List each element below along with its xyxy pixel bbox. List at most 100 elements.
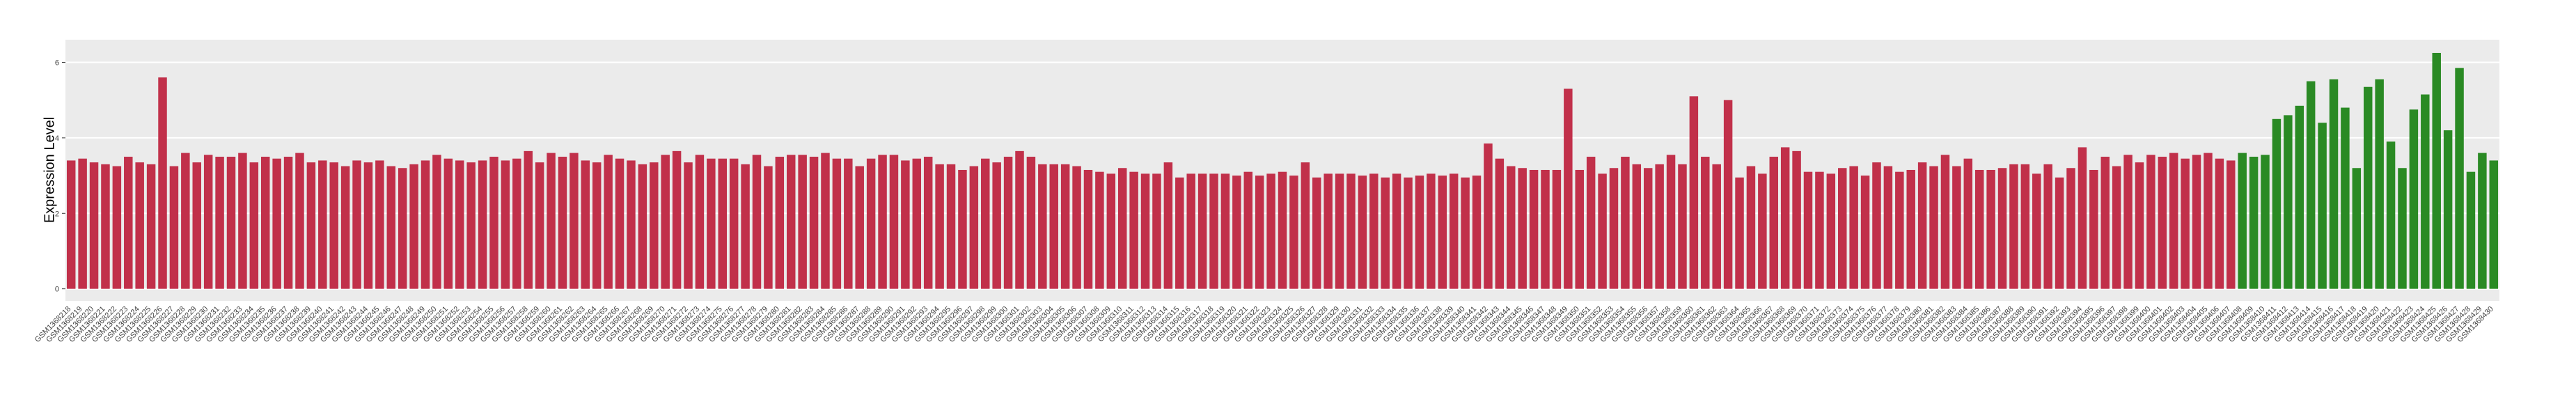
- bar: [352, 160, 361, 289]
- bar: [1312, 177, 1321, 289]
- bar: [329, 162, 338, 289]
- bar: [489, 156, 498, 289]
- bar: [798, 155, 807, 289]
- bar: [981, 158, 990, 289]
- bar: [238, 153, 247, 289]
- bar: [2100, 156, 2110, 289]
- bar: [1015, 150, 1024, 289]
- bar: [1232, 176, 1241, 289]
- bar: [2032, 173, 2041, 289]
- bar: [1163, 162, 1173, 289]
- bar: [775, 156, 785, 289]
- bar: [958, 169, 967, 289]
- bar: [1255, 176, 1264, 289]
- bar: [1472, 176, 1482, 289]
- bar: [66, 160, 76, 289]
- bar: [1632, 164, 1642, 289]
- bar: [707, 158, 716, 289]
- bar: [2112, 166, 2121, 289]
- bar: [1838, 168, 1847, 289]
- bar: [478, 160, 487, 289]
- bar: [2432, 52, 2441, 289]
- bar: [592, 162, 602, 289]
- bar: [1438, 176, 1447, 289]
- bar: [2020, 164, 2030, 289]
- bar: [2009, 164, 2018, 289]
- bar: [409, 164, 418, 289]
- bar: [226, 156, 236, 289]
- bar: [1449, 173, 1459, 289]
- bar: [2443, 130, 2453, 289]
- bar: [2089, 169, 2098, 289]
- bar: [2238, 153, 2247, 289]
- bar: [1038, 164, 1047, 289]
- bar: [547, 153, 556, 289]
- bar: [1826, 173, 1836, 289]
- bar: [1689, 96, 1699, 289]
- bar: [318, 160, 327, 289]
- bar: [1404, 177, 1413, 289]
- bar: [935, 164, 944, 289]
- bar: [340, 166, 350, 289]
- bar: [844, 158, 853, 289]
- bar: [1335, 173, 1344, 289]
- bar: [512, 158, 521, 289]
- bar: [1072, 166, 1081, 289]
- bar: [158, 77, 167, 289]
- bar: [1723, 100, 1733, 289]
- bar: [1586, 156, 1596, 289]
- bar: [809, 156, 819, 289]
- bar: [1712, 164, 1721, 289]
- bar: [1917, 162, 1927, 289]
- bar: [2215, 158, 2224, 289]
- bar: [306, 162, 316, 289]
- bar: [1140, 173, 1150, 289]
- bar: [1872, 162, 1881, 289]
- bar: [1575, 169, 1584, 289]
- bar: [215, 156, 224, 289]
- bar: [570, 153, 579, 289]
- bar: [1083, 169, 1093, 289]
- bar: [1427, 173, 1436, 289]
- y-axis-label: Expression Level: [42, 117, 57, 223]
- bar: [421, 160, 430, 289]
- bar: [2352, 168, 2362, 289]
- bar: [1621, 156, 1630, 289]
- bar: [1792, 150, 1801, 289]
- bar: [1940, 155, 1950, 289]
- bar: [604, 155, 613, 289]
- bar: [855, 166, 864, 289]
- bar: [889, 155, 899, 289]
- bar: [2409, 109, 2419, 289]
- bar: [1209, 173, 1218, 289]
- bar: [1952, 166, 1961, 289]
- bar: [1552, 169, 1562, 289]
- bar: [260, 156, 270, 289]
- bar: [1507, 166, 1516, 289]
- bar: [1495, 158, 1505, 289]
- bar: [1701, 156, 1710, 289]
- bar: [1735, 177, 1744, 289]
- bar: [1746, 166, 1756, 289]
- bar: [2078, 147, 2087, 289]
- bar: [1186, 173, 1195, 289]
- bar: [135, 162, 144, 289]
- bar: [741, 164, 750, 289]
- bar: [386, 166, 396, 289]
- y-tick-label: 2: [55, 210, 59, 218]
- bar: [1095, 171, 1104, 289]
- bar: [203, 155, 213, 289]
- bar: [2455, 68, 2464, 289]
- bar: [398, 168, 407, 289]
- bar: [2398, 168, 2407, 289]
- bar: [101, 164, 110, 289]
- bar: [1564, 88, 1573, 289]
- bar: [2341, 107, 2350, 289]
- bar: [524, 150, 533, 289]
- bar: [2192, 155, 2201, 289]
- bar: [1678, 164, 1687, 289]
- bar: [684, 162, 693, 289]
- bar: [432, 155, 441, 289]
- bar: [169, 166, 179, 289]
- y-tick-label: 0: [55, 286, 59, 294]
